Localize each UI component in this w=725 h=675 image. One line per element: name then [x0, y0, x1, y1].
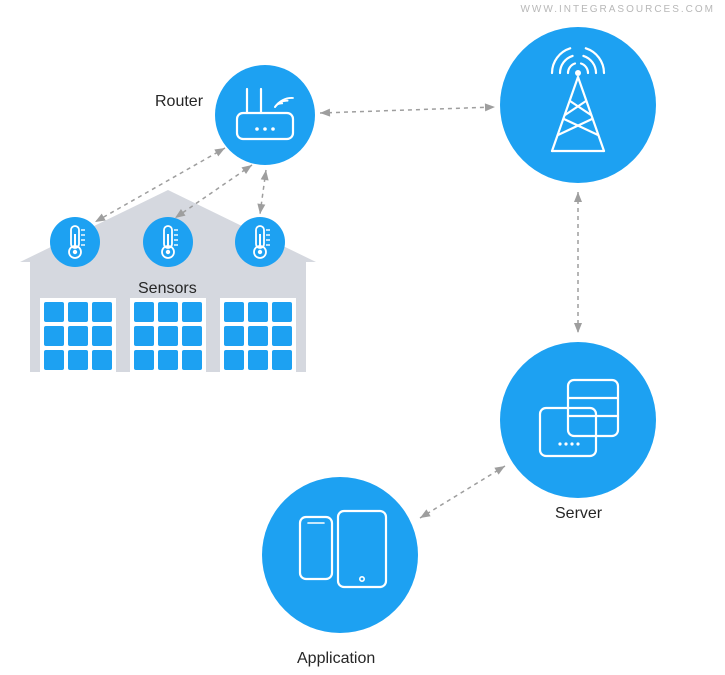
storage-box — [182, 350, 202, 370]
storage-box — [272, 350, 292, 370]
storage-box — [134, 350, 154, 370]
node-application — [262, 477, 418, 633]
storage-box — [272, 326, 292, 346]
storage-box — [272, 302, 292, 322]
storage-box — [92, 350, 112, 370]
diagram-canvas — [0, 0, 725, 675]
storage-box — [248, 302, 268, 322]
storage-box — [68, 302, 88, 322]
edge-arrowhead — [320, 109, 330, 117]
edge-arrowhead — [214, 148, 225, 156]
storage-box — [158, 350, 178, 370]
storage-box — [248, 326, 268, 346]
edge-arrowhead — [261, 170, 269, 180]
edge-arrowhead — [574, 192, 582, 202]
label-sensors: Sensors — [138, 280, 197, 298]
node-tower — [500, 27, 656, 183]
watermark: WWW.INTEGRASOURCES.COM — [520, 4, 715, 15]
storage-box — [224, 350, 244, 370]
storage-box — [44, 302, 64, 322]
storage-box — [182, 302, 202, 322]
storage-box — [134, 326, 154, 346]
edge-arrowhead — [241, 165, 252, 174]
storage-box — [158, 326, 178, 346]
storage-box — [158, 302, 178, 322]
edge-arrowhead — [574, 323, 582, 333]
storage-box — [248, 350, 268, 370]
edge-arrowhead — [494, 466, 505, 475]
storage-box — [92, 326, 112, 346]
label-application: Application — [297, 650, 375, 668]
node-server — [500, 342, 656, 498]
storage-box — [182, 326, 202, 346]
storage-box — [68, 326, 88, 346]
edge-line — [420, 466, 505, 518]
storage-box — [134, 302, 154, 322]
label-router: Router — [155, 93, 203, 111]
storage-box — [68, 350, 88, 370]
edge-arrowhead — [257, 204, 265, 214]
edge-arrowhead — [485, 103, 495, 111]
storage-box — [92, 302, 112, 322]
edge-arrowhead — [420, 509, 431, 518]
storage-box — [224, 302, 244, 322]
edge-line — [320, 107, 495, 113]
storage-box — [44, 326, 64, 346]
edge-arrowhead — [95, 214, 106, 222]
storage-box — [224, 326, 244, 346]
storage-box — [44, 350, 64, 370]
node-router — [215, 65, 315, 165]
label-server: Server — [555, 505, 602, 523]
